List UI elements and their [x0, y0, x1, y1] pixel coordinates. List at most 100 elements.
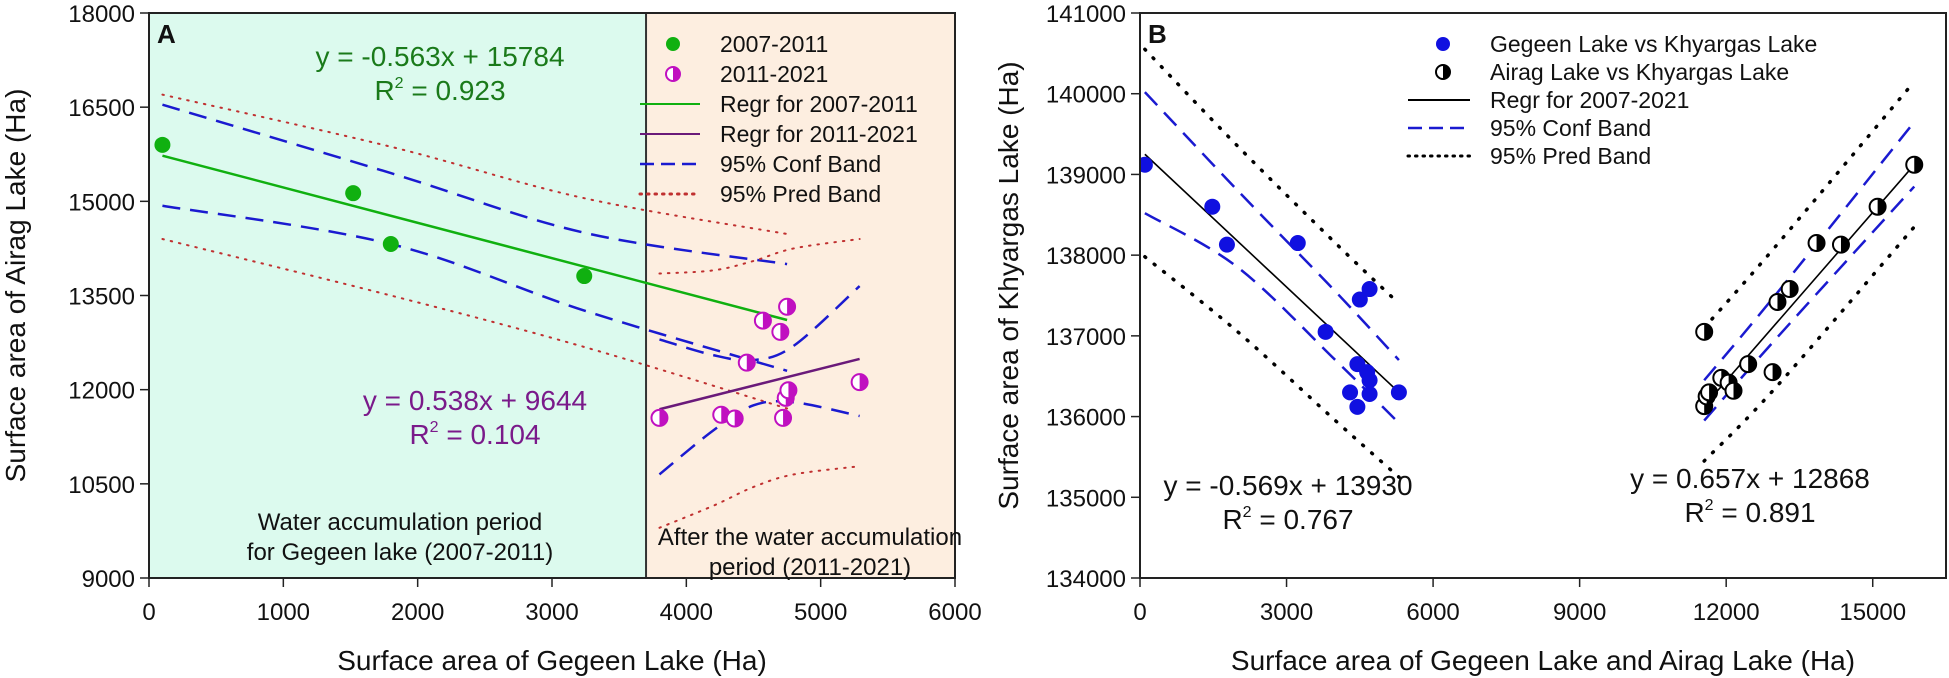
regression-equation: y = -0.569x + 13930 — [1163, 470, 1412, 501]
data-point — [345, 185, 362, 202]
y-tick-label: 16500 — [68, 95, 135, 122]
legend-item: 95% Pred Band — [638, 181, 881, 207]
y-tick-label: 135000 — [1046, 485, 1126, 512]
legend-item: Gegeen Lake vs Khyargas Lake — [1436, 31, 1817, 57]
data-point — [753, 311, 772, 330]
y-tick-label: 134000 — [1046, 566, 1126, 593]
marker-half — [1709, 384, 1718, 401]
regression-line — [659, 357, 860, 411]
conf-band-lower — [1703, 185, 1916, 422]
regression-equation: y = -0.563x + 15784 — [315, 41, 564, 72]
r-squared-label: R2 = 0.104 — [409, 419, 540, 450]
panel-label: B — [1148, 19, 1167, 49]
x-tick-label: 0 — [142, 599, 155, 626]
data-point — [1831, 235, 1850, 254]
legend-item: Regr for 2007-2011 — [640, 91, 918, 117]
legend-label: Regr for 2007-2021 — [1490, 87, 1689, 113]
data-point — [382, 236, 399, 253]
plot-area — [1140, 47, 1924, 479]
marker-half — [762, 312, 771, 329]
data-point — [778, 297, 797, 316]
marker-half — [673, 67, 680, 81]
regression-line — [162, 154, 788, 322]
plot-area — [154, 93, 869, 529]
data-point — [737, 353, 756, 372]
marker-half — [1789, 281, 1798, 298]
data-point — [1361, 281, 1378, 298]
legend-item: Airag Lake vs Khyargas Lake — [1435, 59, 1789, 85]
region-label: After the water accumulation — [658, 524, 962, 551]
data-point — [1724, 381, 1743, 400]
y-tick-label: 137000 — [1046, 324, 1126, 351]
legend-label: 95% Pred Band — [720, 181, 881, 207]
data-point — [1218, 236, 1235, 253]
y-tick-label: 136000 — [1046, 405, 1126, 432]
data-point — [1763, 363, 1782, 382]
data-point — [1349, 398, 1366, 415]
data-point — [1289, 235, 1306, 252]
x-tick-label: 2000 — [391, 599, 444, 626]
legend-item: 2007-2011 — [666, 31, 828, 57]
data-point — [1317, 323, 1334, 340]
data-point — [1739, 355, 1758, 374]
data-point — [1768, 292, 1787, 311]
legend-label: 2011-2021 — [720, 61, 828, 87]
region-label: period (2011-2021) — [709, 554, 911, 581]
y-tick-label: 12000 — [68, 378, 135, 405]
x-tick-label: 1000 — [257, 599, 310, 626]
x-tick-label: 15000 — [1839, 599, 1906, 626]
y-tick-label: 138000 — [1046, 243, 1126, 270]
x-tick-label: 6000 — [1406, 599, 1459, 626]
pred-band-upper — [658, 238, 861, 275]
legend-label: Regr for 2011-2021 — [720, 121, 918, 147]
data-point — [576, 268, 593, 285]
legend-item: 2011-2021 — [665, 61, 828, 87]
y-tick-label: 139000 — [1046, 162, 1126, 189]
x-tick-label: 4000 — [660, 599, 713, 626]
marker-half — [1816, 235, 1825, 252]
data-point — [1140, 156, 1153, 173]
region-label: Water accumulation period — [258, 509, 543, 536]
marker-half — [1704, 323, 1713, 340]
conf-band-upper — [162, 103, 788, 266]
marker-half — [859, 374, 868, 391]
marker-half — [1772, 364, 1781, 381]
data-point — [154, 136, 171, 153]
region-background — [149, 13, 647, 578]
marker-half — [787, 298, 796, 315]
data-point — [1361, 372, 1378, 389]
panel-b: 0 3000 6000 9000 12000 15000 134000 135000 13600… — [993, 1, 1947, 676]
legend-label: 95% Pred Band — [1490, 143, 1651, 169]
legend-label: 95% Conf Band — [720, 151, 881, 177]
legend-item: Regr for 2011-2021 — [640, 121, 918, 147]
marker-half — [659, 409, 668, 426]
y-tick-label: 9000 — [82, 566, 135, 593]
marker-half — [1877, 198, 1886, 215]
y-axis-title: Surface area of Khyargas Lake (Ha) — [993, 61, 1024, 509]
marker-half — [734, 410, 743, 427]
conf-band-upper — [1143, 91, 1400, 361]
r-squared-label: R2 = 0.767 — [1222, 504, 1353, 535]
x-tick-label: 6000 — [928, 599, 981, 626]
data-point — [1342, 384, 1359, 401]
x-tick-label: 0 — [1133, 599, 1146, 626]
data-point — [1390, 384, 1407, 401]
legend-item: Regr for 2007-2021 — [1408, 87, 1689, 113]
y-tick-label: 18000 — [68, 1, 135, 28]
regression-equation: y = 0.538x + 9644 — [363, 385, 587, 416]
legend-label: Gegeen Lake vs Khyargas Lake — [1490, 31, 1817, 57]
legend-label: Airag Lake vs Khyargas Lake — [1490, 59, 1789, 85]
pred-band-upper — [1143, 47, 1401, 306]
data-point — [1361, 385, 1378, 402]
conf-band-upper — [1703, 121, 1916, 382]
conf-band-lower — [658, 399, 860, 476]
pred-band-upper — [1702, 79, 1916, 330]
x-tick-label: 3000 — [525, 599, 578, 626]
marker-half — [1443, 65, 1450, 79]
legend-label: 95% Conf Band — [1490, 115, 1651, 141]
data-point — [1905, 155, 1924, 174]
y-tick-label: 10500 — [68, 472, 135, 499]
marker-half — [746, 354, 755, 371]
legend-item: 95% Pred Band — [1406, 143, 1651, 169]
